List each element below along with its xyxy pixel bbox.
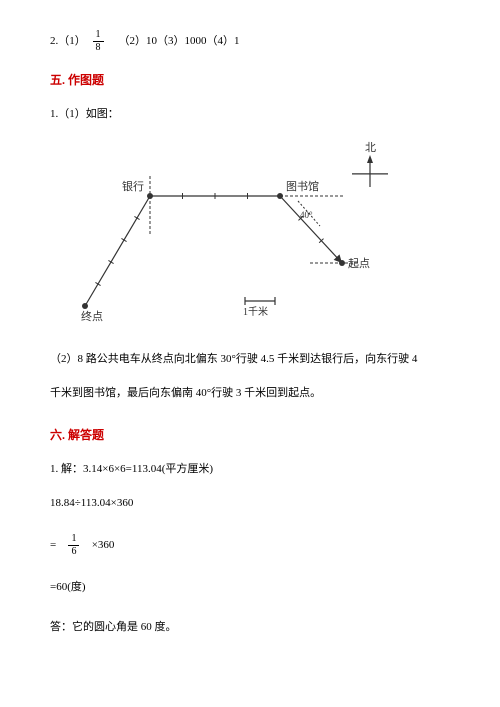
frac-1-8: 1 8 — [93, 30, 104, 53]
answer-2-line: 2.（1） 1 8 （2）10（3）1000（4）1 — [50, 30, 450, 53]
answer-2-prefix: 2.（1） — [50, 35, 86, 47]
section5-item1: 1.（1）如图： — [50, 106, 450, 123]
route-diagram: 北银行 图书馆终点 起点 40° 1千米 — [50, 141, 450, 331]
section5-title: 五. 作图题 — [50, 71, 450, 88]
route-svg: 北银行 图书馆终点 起点 40° 1千米 — [50, 141, 430, 331]
svg-text:40°: 40° — [300, 210, 313, 220]
section6-title: 六. 解答题 — [50, 426, 450, 443]
svg-text:终点: 终点 — [81, 309, 103, 323]
svg-text:北: 北 — [365, 141, 376, 154]
frac-1-6: 1 6 — [68, 534, 79, 557]
svg-text:起点: 起点 — [348, 257, 370, 270]
s6-line4: =60(度) — [50, 579, 450, 596]
svg-text:1千米: 1千米 — [243, 305, 268, 318]
section5-item2: （2）8 路公共电车从终点向北偏东 30°行驶 4.5 千米到达银行后，向东行驶… — [50, 351, 450, 368]
s6-line3: = 1 6 ×360 — [50, 534, 450, 557]
svg-text:银行: 银行 — [122, 179, 144, 193]
answer-2-rest: （2）10（3）1000（4）1 — [119, 35, 240, 47]
s6-line2: 18.84÷113.04×360 — [50, 495, 450, 512]
s6-line5: 答：它的圆心角是 60 度。 — [50, 619, 450, 636]
section5-item2b: 千米到图书馆，最后向东偏南 40°行驶 3 千米回到起点。 — [50, 385, 450, 402]
s6-line3-post: ×360 — [92, 539, 115, 551]
s6-line1: 1. 解：3.14×6×6=113.04(平方厘米) — [50, 461, 450, 478]
s6-line3-pre: = — [50, 539, 56, 551]
svg-text:图书馆: 图书馆 — [286, 179, 319, 193]
